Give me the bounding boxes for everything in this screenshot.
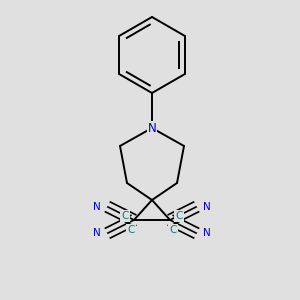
Text: C: C xyxy=(169,225,177,235)
Text: N: N xyxy=(93,202,101,212)
Text: C: C xyxy=(175,211,183,221)
Text: N: N xyxy=(203,228,211,239)
Text: C: C xyxy=(127,225,135,235)
Text: N: N xyxy=(93,228,101,239)
Text: N: N xyxy=(148,122,156,134)
Text: C: C xyxy=(121,211,129,221)
Text: N: N xyxy=(203,202,211,212)
